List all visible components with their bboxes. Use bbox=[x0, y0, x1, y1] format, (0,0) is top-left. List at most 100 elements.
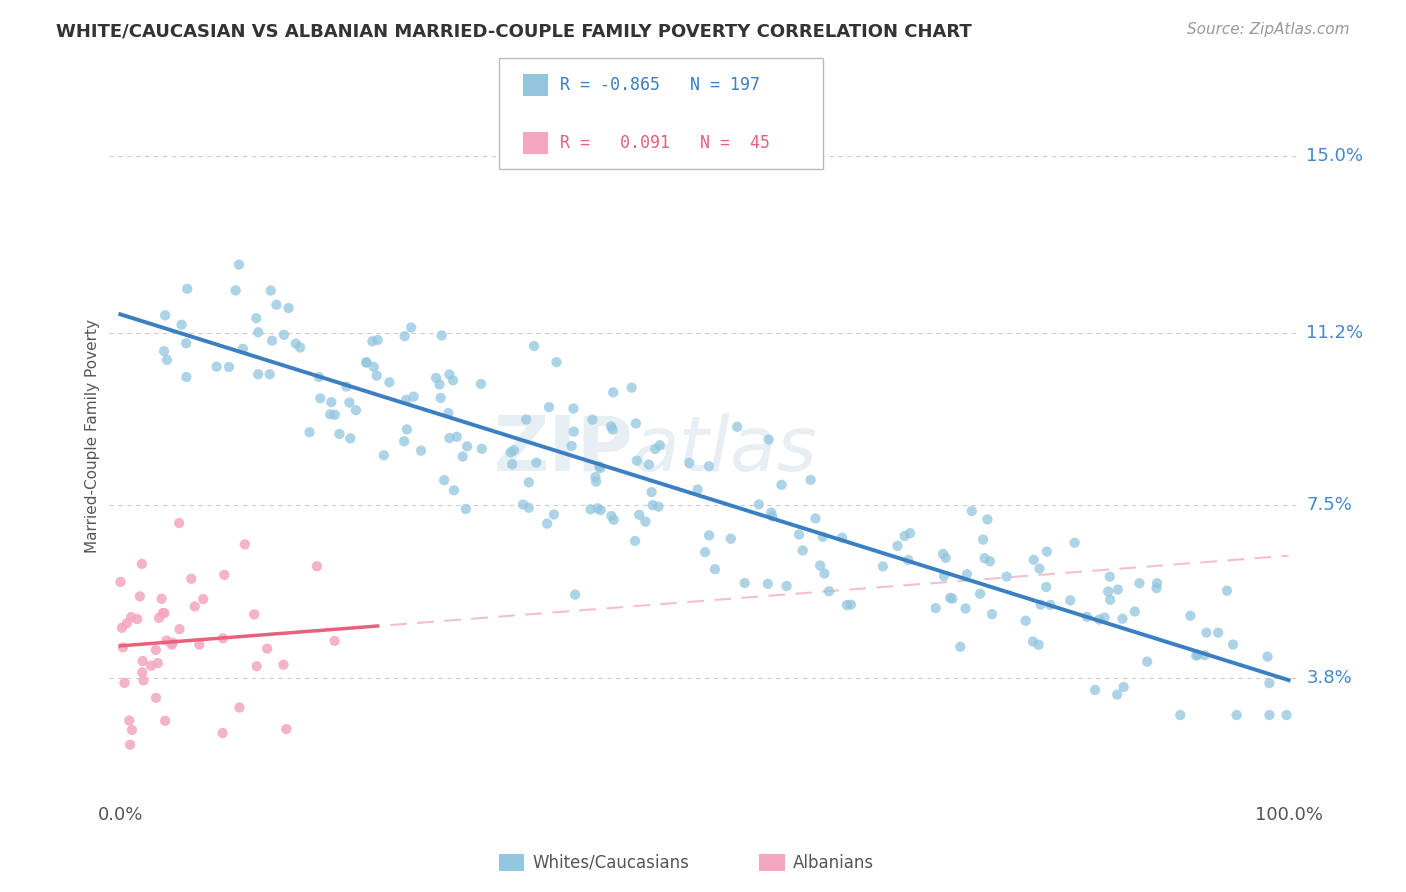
Point bbox=[430, 328, 453, 343]
Point bbox=[156, 352, 179, 367]
Point bbox=[1039, 598, 1062, 612]
Point bbox=[1257, 649, 1279, 664]
Point bbox=[395, 422, 418, 436]
Text: 100.0%: 100.0% bbox=[1254, 805, 1323, 824]
Point bbox=[1128, 576, 1150, 591]
Point bbox=[228, 700, 250, 714]
Text: R = -0.865   N = 197: R = -0.865 N = 197 bbox=[560, 76, 759, 95]
Point bbox=[339, 431, 361, 445]
Point bbox=[499, 445, 522, 459]
Point bbox=[941, 591, 963, 606]
Point bbox=[1099, 592, 1122, 607]
Point bbox=[127, 612, 149, 626]
Point bbox=[298, 425, 321, 440]
Point bbox=[1136, 655, 1159, 669]
Point bbox=[402, 390, 425, 404]
Point bbox=[399, 320, 422, 334]
Text: Whites/Caucasians: Whites/Caucasians bbox=[533, 854, 690, 871]
Point bbox=[955, 601, 977, 615]
Text: 11.2%: 11.2% bbox=[1306, 324, 1364, 343]
Point bbox=[1187, 648, 1209, 662]
Point bbox=[153, 344, 176, 359]
Point bbox=[260, 284, 283, 298]
Point bbox=[378, 376, 401, 390]
Point bbox=[148, 611, 170, 625]
Point bbox=[893, 529, 915, 543]
Point bbox=[585, 470, 607, 484]
Point bbox=[979, 554, 1001, 568]
Point bbox=[624, 417, 647, 431]
Point bbox=[562, 425, 585, 439]
Point bbox=[1185, 648, 1208, 663]
Point bbox=[1226, 708, 1249, 723]
Point bbox=[641, 498, 664, 512]
Point bbox=[1084, 682, 1107, 697]
Point bbox=[256, 641, 278, 656]
Point bbox=[366, 368, 388, 383]
Point bbox=[640, 485, 662, 500]
Point bbox=[517, 475, 540, 490]
Point bbox=[308, 370, 330, 384]
Point bbox=[284, 336, 307, 351]
Point bbox=[437, 406, 460, 420]
Point bbox=[111, 640, 134, 655]
Point bbox=[835, 598, 858, 612]
Point bbox=[546, 355, 568, 369]
Point bbox=[995, 569, 1018, 583]
Point bbox=[180, 572, 202, 586]
Point bbox=[131, 557, 153, 571]
Point bbox=[932, 547, 955, 561]
Point bbox=[697, 459, 720, 474]
Point bbox=[1146, 576, 1168, 591]
Point bbox=[811, 530, 834, 544]
Point bbox=[118, 714, 141, 728]
Point bbox=[1094, 610, 1116, 624]
Point bbox=[515, 412, 537, 426]
Point bbox=[1029, 598, 1052, 612]
Point bbox=[1036, 544, 1059, 558]
Point bbox=[770, 478, 793, 492]
Point bbox=[1146, 581, 1168, 595]
Point bbox=[800, 473, 823, 487]
Point bbox=[1194, 648, 1216, 663]
Point bbox=[976, 512, 998, 526]
Point bbox=[1097, 584, 1119, 599]
Point bbox=[1123, 605, 1146, 619]
Point bbox=[581, 412, 603, 426]
Point bbox=[176, 370, 198, 384]
Point bbox=[321, 395, 343, 409]
Point bbox=[886, 539, 908, 553]
Point bbox=[441, 373, 464, 387]
Point bbox=[266, 298, 288, 312]
Point bbox=[323, 408, 346, 422]
Point bbox=[129, 590, 152, 604]
Point bbox=[288, 341, 311, 355]
Text: atlas: atlas bbox=[633, 413, 817, 487]
Point bbox=[818, 584, 841, 599]
Point bbox=[693, 545, 716, 559]
Point bbox=[392, 434, 415, 449]
Point bbox=[211, 726, 233, 740]
Point bbox=[932, 569, 955, 583]
Point bbox=[153, 714, 176, 728]
Point bbox=[602, 385, 624, 400]
Point bbox=[443, 483, 465, 498]
Point bbox=[1059, 593, 1081, 607]
Point bbox=[956, 567, 979, 582]
Point bbox=[212, 632, 235, 646]
Point bbox=[628, 508, 651, 522]
Point bbox=[247, 368, 270, 382]
Point bbox=[114, 676, 136, 690]
Point bbox=[188, 638, 211, 652]
Point bbox=[792, 543, 814, 558]
Point bbox=[704, 562, 727, 576]
Text: Albanians: Albanians bbox=[793, 854, 875, 871]
Point bbox=[1258, 676, 1281, 690]
Point bbox=[446, 430, 468, 444]
Point bbox=[394, 329, 416, 343]
Point bbox=[720, 532, 742, 546]
Point bbox=[969, 587, 991, 601]
Point bbox=[1098, 570, 1121, 584]
Point bbox=[1107, 582, 1129, 597]
Point bbox=[589, 503, 612, 517]
